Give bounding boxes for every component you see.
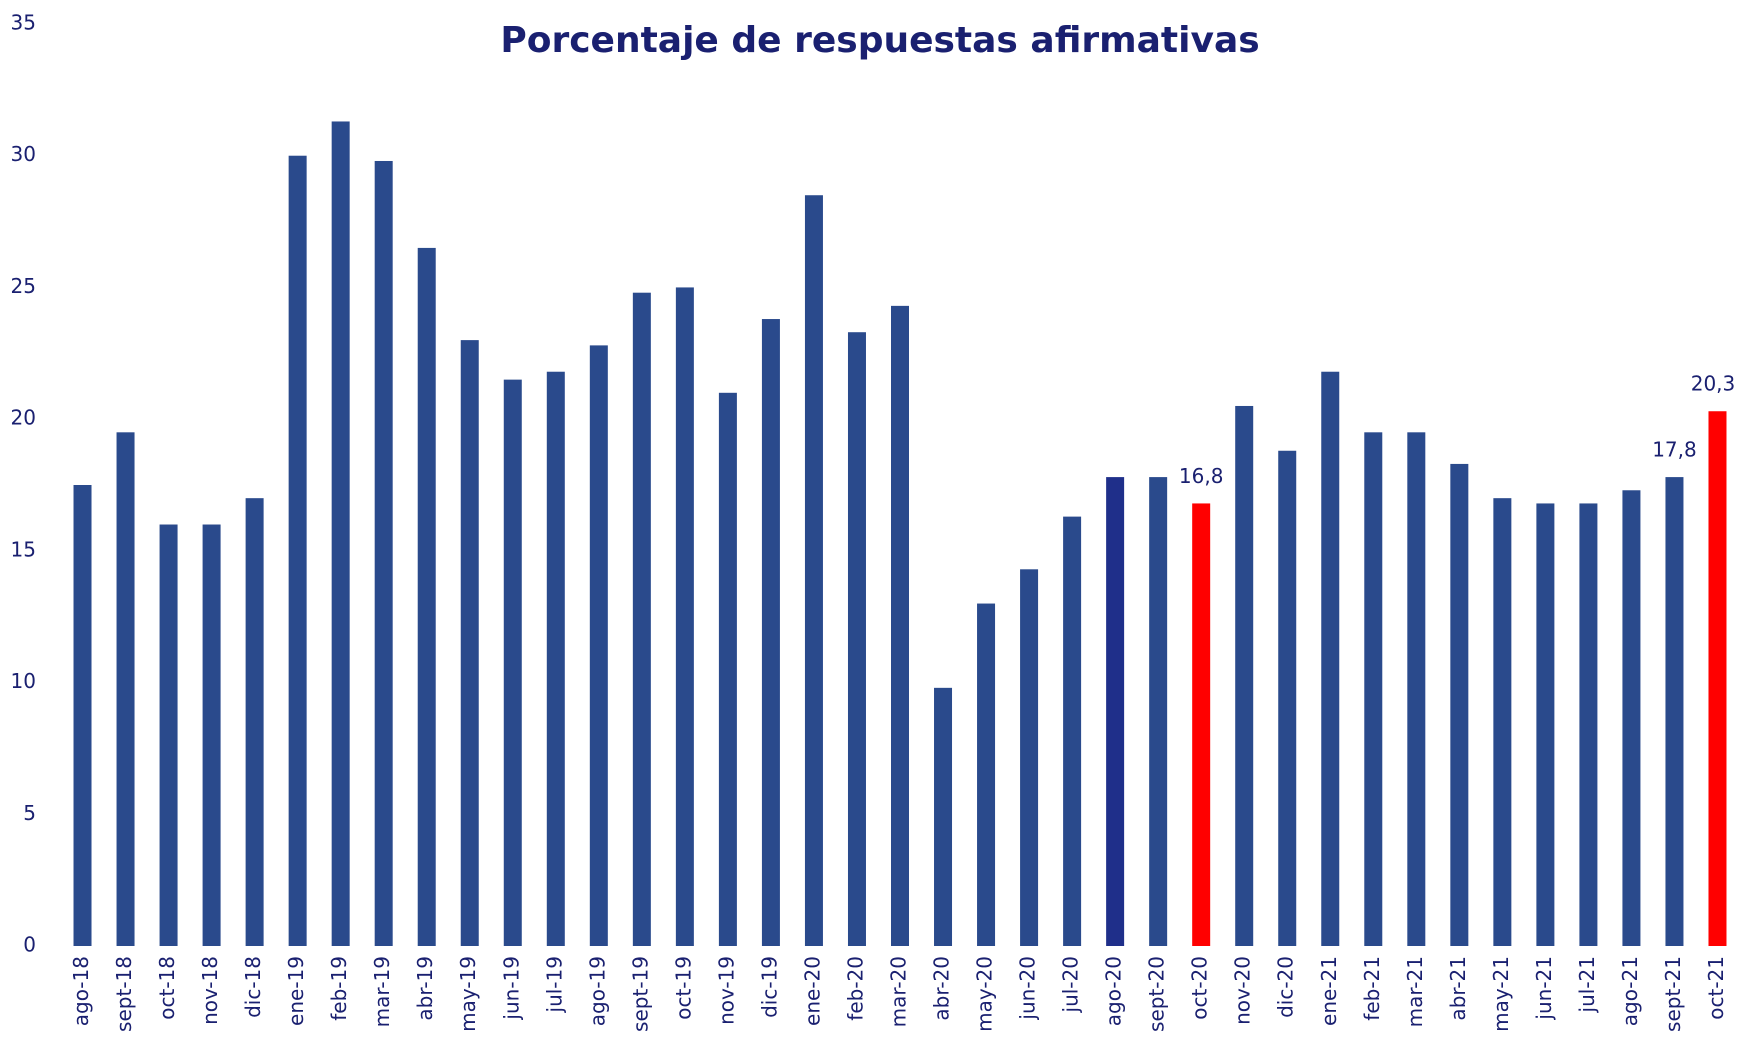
bar (891, 305, 909, 947)
y-tick-label: 30 (11, 142, 36, 166)
x-tick-label: feb-21 (1360, 956, 1384, 1021)
bar (1063, 516, 1082, 946)
bar (1579, 503, 1598, 946)
bar (1321, 371, 1340, 946)
y-tick-label: 35 (11, 11, 36, 35)
data-label: 16,8 (1179, 464, 1224, 488)
bar (73, 485, 92, 946)
bar (1235, 405, 1254, 946)
bar (1665, 477, 1684, 946)
x-tick-label: abr-21 (1446, 956, 1470, 1021)
x-tick-label: jul-19 (542, 956, 566, 1013)
x-tick-label: mar-19 (370, 956, 394, 1027)
x-tick-label: nov-20 (1231, 956, 1255, 1025)
y-tick-label: 20 (11, 406, 36, 430)
x-tick-label: mar-21 (1403, 956, 1427, 1027)
bar (417, 247, 436, 946)
x-tick-label: oct-18 (155, 956, 179, 1020)
bar (804, 195, 823, 946)
bar (589, 345, 608, 947)
x-tick-label: abr-20 (930, 956, 954, 1021)
bar (1450, 463, 1469, 946)
bar (761, 319, 780, 946)
x-tick-label: oct-19 (671, 956, 695, 1020)
x-tick-label: jul-21 (1575, 956, 1599, 1013)
bar (1493, 498, 1512, 946)
y-tick-label: 25 (11, 274, 36, 298)
y-tick-label: 0 (23, 933, 36, 957)
bar (718, 392, 737, 946)
bar (1622, 490, 1641, 946)
x-tick-label: dic-20 (1274, 956, 1298, 1018)
bar (245, 498, 264, 946)
y-tick-label: 15 (11, 537, 36, 561)
bar (331, 121, 350, 947)
bar (1106, 477, 1125, 946)
bar (675, 287, 694, 946)
x-tick-label: sept-18 (112, 956, 136, 1032)
x-tick-label: sept-19 (628, 956, 652, 1032)
bar (847, 332, 866, 946)
bar (202, 524, 221, 946)
x-tick-label: may-20 (973, 956, 997, 1032)
bar (1536, 503, 1555, 946)
x-tick-label: may-21 (1489, 956, 1513, 1032)
x-tick-label: ago-20 (1102, 956, 1126, 1026)
chart-title: Porcentaje de respuestas afirmativas (500, 20, 1259, 61)
bar (159, 524, 178, 946)
x-tick-label: abr-19 (413, 956, 437, 1021)
x-tick-label: jul-20 (1059, 956, 1083, 1013)
x-tick-label: ago-19 (585, 956, 609, 1026)
bar (1407, 432, 1426, 946)
bar (1364, 432, 1383, 946)
x-tick-label: nov-19 (714, 956, 738, 1025)
bar (116, 432, 135, 946)
bar (374, 160, 393, 947)
x-tick-label: sept-21 (1661, 956, 1685, 1032)
x-tick-label: nov-18 (198, 956, 222, 1025)
x-tick-label: ago-18 (69, 956, 93, 1026)
x-tick-label: dic-19 (757, 956, 781, 1018)
bar (1192, 503, 1211, 946)
x-tick-label: jun-19 (499, 956, 523, 1021)
bar (934, 687, 953, 946)
x-tick-label: ene-19 (284, 956, 308, 1026)
x-tick-label: sept-20 (1145, 956, 1169, 1032)
x-tick-label: oct-20 (1188, 956, 1212, 1020)
x-tick-label: may-19 (456, 956, 480, 1032)
x-tick-label: dic-18 (241, 956, 265, 1018)
x-tick-label: ene-21 (1317, 956, 1341, 1026)
x-tick-label: mar-20 (887, 956, 911, 1027)
x-tick-label: jun-21 (1532, 956, 1556, 1021)
x-tick-label: jun-20 (1016, 956, 1040, 1021)
x-tick-label: ago-21 (1618, 956, 1642, 1026)
x-tick-label: feb-20 (843, 956, 867, 1021)
bar (460, 340, 479, 947)
bar (632, 292, 651, 946)
data-label: 17,8 (1652, 438, 1697, 462)
bar (1278, 450, 1297, 946)
y-tick-label: 10 (11, 669, 36, 693)
bar (546, 371, 565, 946)
y-tick-label: 5 (23, 801, 36, 825)
x-tick-label: oct-21 (1704, 956, 1728, 1020)
bar (977, 603, 996, 946)
x-tick-label: ene-20 (800, 956, 824, 1026)
bar (288, 155, 307, 946)
bar (503, 379, 522, 947)
bar (1149, 477, 1168, 946)
bar (1020, 569, 1039, 946)
bar (1708, 411, 1727, 946)
data-label: 20,3 (1691, 372, 1736, 396)
x-tick-label: feb-19 (327, 956, 351, 1021)
